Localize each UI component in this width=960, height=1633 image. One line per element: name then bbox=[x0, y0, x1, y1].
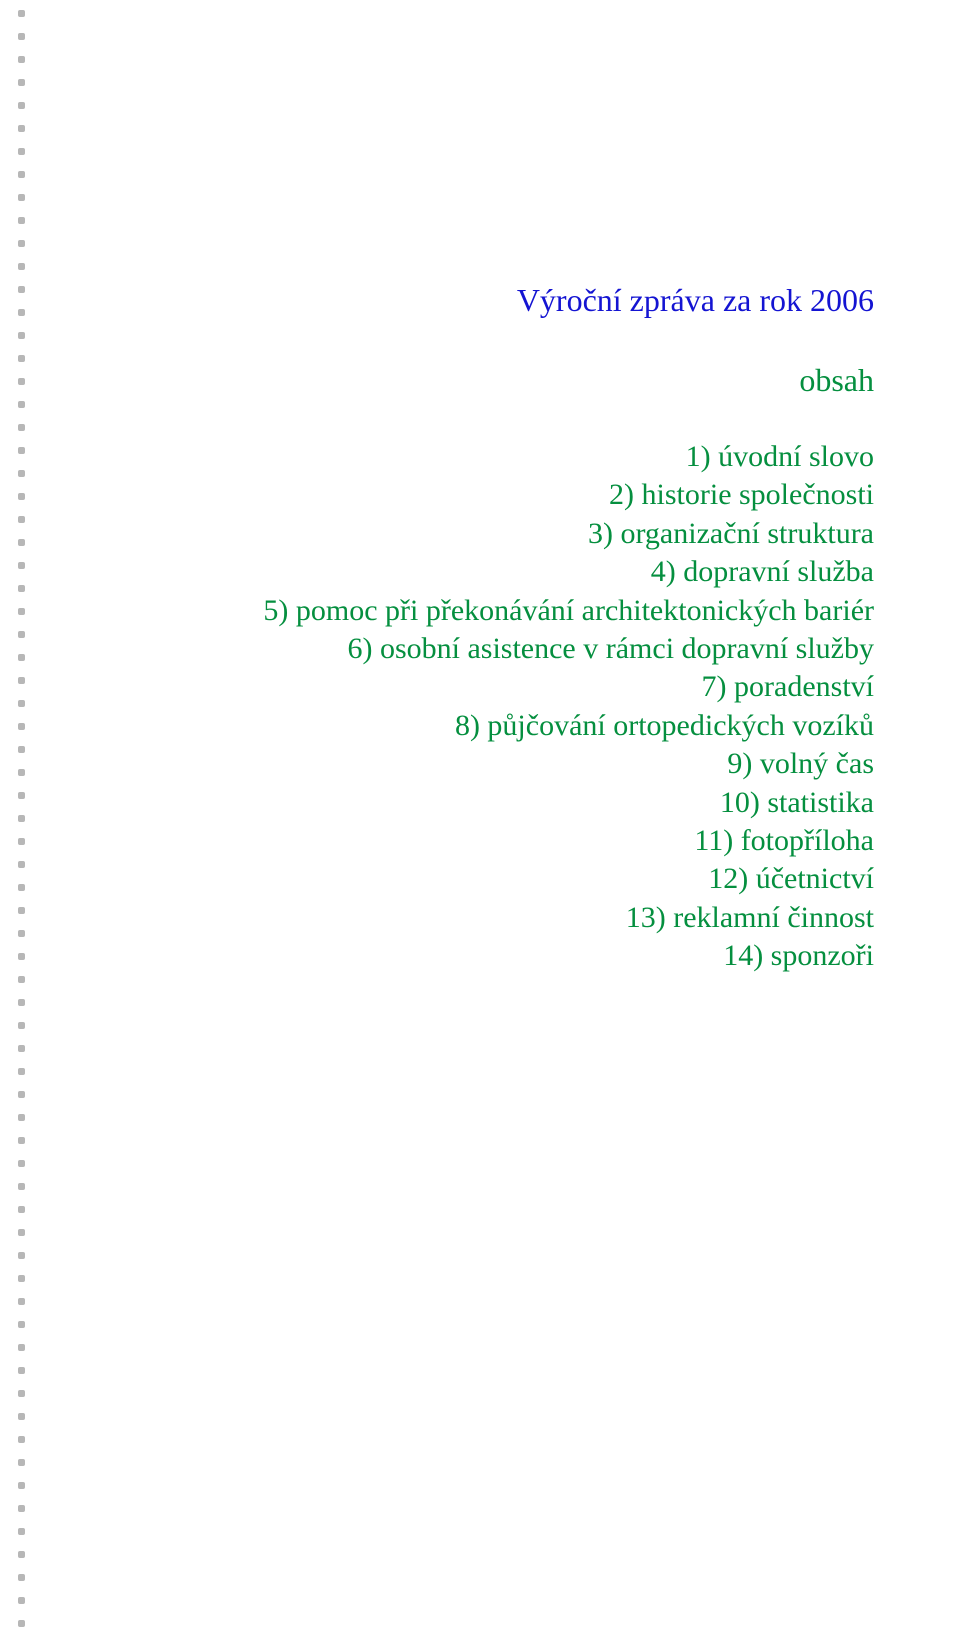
content-block: Výroční zpráva za rok 2006 obsah 1) úvod… bbox=[263, 280, 874, 975]
border-dot bbox=[18, 1551, 25, 1558]
toc-item: 9) volný čas bbox=[263, 745, 874, 783]
border-dot bbox=[18, 700, 25, 707]
toc-item: 14) sponzoři bbox=[263, 937, 874, 975]
border-dot bbox=[18, 286, 25, 293]
border-dot bbox=[18, 309, 25, 316]
border-dot bbox=[18, 1275, 25, 1282]
border-dot bbox=[18, 217, 25, 224]
border-dot bbox=[18, 769, 25, 776]
border-dot bbox=[18, 723, 25, 730]
toc-heading: obsah bbox=[263, 360, 874, 400]
toc-item: 10) statistika bbox=[263, 784, 874, 822]
toc-item: 3) organizační struktura bbox=[263, 515, 874, 553]
toc-item: 11) fotopříloha bbox=[263, 822, 874, 860]
table-of-contents: 1) úvodní slovo2) historie společnosti3)… bbox=[263, 438, 874, 975]
border-dot bbox=[18, 171, 25, 178]
border-dot bbox=[18, 1505, 25, 1512]
border-dot bbox=[18, 1574, 25, 1581]
border-dot bbox=[18, 608, 25, 615]
border-dot bbox=[18, 631, 25, 638]
border-dot bbox=[18, 1597, 25, 1604]
border-dot bbox=[18, 930, 25, 937]
border-dot bbox=[18, 907, 25, 914]
toc-item: 1) úvodní slovo bbox=[263, 438, 874, 476]
border-dot bbox=[18, 194, 25, 201]
border-dot bbox=[18, 1367, 25, 1374]
border-dot bbox=[18, 447, 25, 454]
border-dot bbox=[18, 33, 25, 40]
border-dot bbox=[18, 1620, 25, 1627]
toc-item: 8) půjčování ortopedických vozíků bbox=[263, 707, 874, 745]
border-dot bbox=[18, 792, 25, 799]
border-dot bbox=[18, 1321, 25, 1328]
border-dot bbox=[18, 815, 25, 822]
border-dot bbox=[18, 1183, 25, 1190]
border-dot bbox=[18, 1206, 25, 1213]
border-dot bbox=[18, 838, 25, 845]
toc-item: 5) pomoc při překonávání architektonický… bbox=[263, 592, 874, 630]
border-dot bbox=[18, 102, 25, 109]
border-dot bbox=[18, 1344, 25, 1351]
toc-item: 2) historie společnosti bbox=[263, 476, 874, 514]
border-dot bbox=[18, 1022, 25, 1029]
border-dot bbox=[18, 746, 25, 753]
border-dot bbox=[18, 677, 25, 684]
border-dot bbox=[18, 1068, 25, 1075]
border-dot bbox=[18, 378, 25, 385]
border-dot bbox=[18, 1229, 25, 1236]
border-dot bbox=[18, 1459, 25, 1466]
border-dot bbox=[18, 1413, 25, 1420]
border-dot bbox=[18, 1252, 25, 1259]
border-dot bbox=[18, 148, 25, 155]
border-dot bbox=[18, 1045, 25, 1052]
border-dot bbox=[18, 999, 25, 1006]
border-dot bbox=[18, 516, 25, 523]
border-dot bbox=[18, 1298, 25, 1305]
border-dot bbox=[18, 424, 25, 431]
border-dot bbox=[18, 263, 25, 270]
border-dot bbox=[18, 539, 25, 546]
border-dot bbox=[18, 1160, 25, 1167]
border-dot bbox=[18, 1390, 25, 1397]
border-dot bbox=[18, 884, 25, 891]
toc-item: 13) reklamní činnost bbox=[263, 899, 874, 937]
border-dot bbox=[18, 1137, 25, 1144]
border-dot bbox=[18, 470, 25, 477]
border-dot bbox=[18, 355, 25, 362]
border-dot bbox=[18, 79, 25, 86]
border-dot bbox=[18, 493, 25, 500]
border-dot bbox=[18, 585, 25, 592]
border-dot bbox=[18, 1482, 25, 1489]
border-dot bbox=[18, 10, 25, 17]
border-dot bbox=[18, 332, 25, 339]
border-dot bbox=[18, 1091, 25, 1098]
border-dot bbox=[18, 401, 25, 408]
border-dot bbox=[18, 56, 25, 63]
border-dot bbox=[18, 562, 25, 569]
border-dot bbox=[18, 240, 25, 247]
dotted-left-border bbox=[18, 10, 26, 1633]
toc-item: 4) dopravní služba bbox=[263, 553, 874, 591]
border-dot bbox=[18, 654, 25, 661]
border-dot bbox=[18, 953, 25, 960]
border-dot bbox=[18, 976, 25, 983]
border-dot bbox=[18, 1114, 25, 1121]
border-dot bbox=[18, 125, 25, 132]
border-dot bbox=[18, 1436, 25, 1443]
border-dot bbox=[18, 861, 25, 868]
toc-item: 12) účetnictví bbox=[263, 860, 874, 898]
toc-item: 6) osobní asistence v rámci dopravní slu… bbox=[263, 630, 874, 668]
border-dot bbox=[18, 1528, 25, 1535]
toc-item: 7) poradenství bbox=[263, 668, 874, 706]
document-title: Výroční zpráva za rok 2006 bbox=[263, 280, 874, 320]
